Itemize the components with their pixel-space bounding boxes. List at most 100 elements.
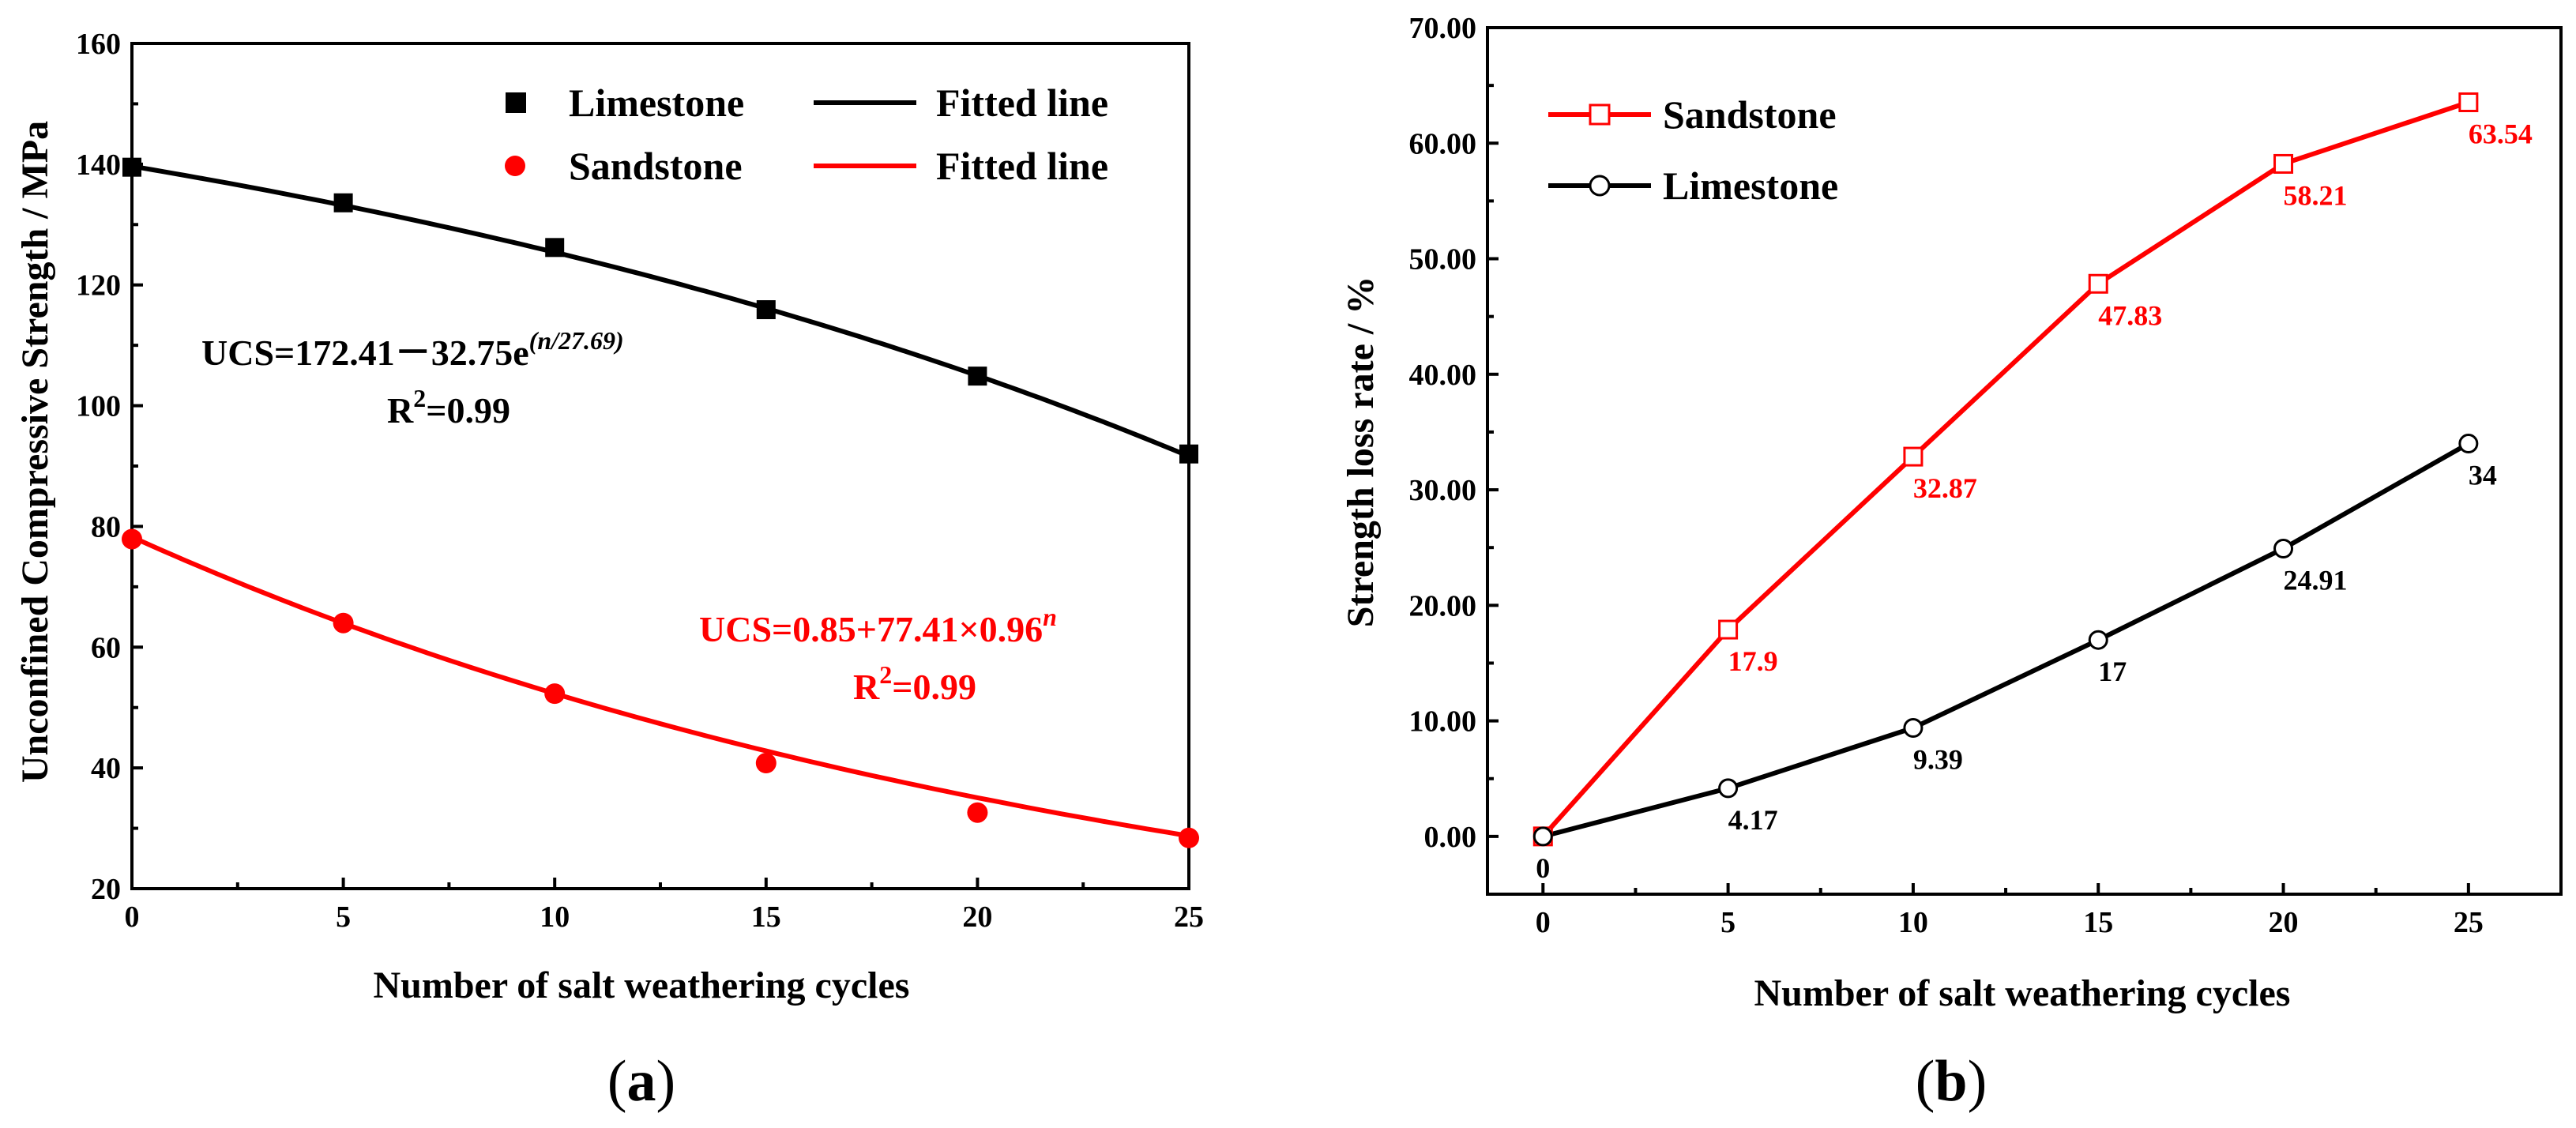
panel-a-caption: (a) xyxy=(607,1049,675,1114)
panel-b-plot-frame xyxy=(1486,26,2563,896)
sandstone-data-point xyxy=(544,683,566,705)
limestone-data-point xyxy=(1179,444,1198,464)
panel-b-y-tick-label: 70.00 xyxy=(1409,12,1477,45)
limestone-data-label: 9.39 xyxy=(1913,744,1963,776)
panel-a-legend: Limestone Fitted line Sandstone Fitted l… xyxy=(505,81,1108,188)
panel-b-x-tick-label: 15 xyxy=(2083,906,2113,939)
panel-b-y-tick-label: 30.00 xyxy=(1409,474,1477,507)
panel-b-y-tick-label: 50.00 xyxy=(1409,243,1477,276)
limestone-loss-point xyxy=(1532,826,1553,847)
sandstone-data-label: 32.87 xyxy=(1913,472,1977,504)
panel-a-x-tick-label: 0 xyxy=(125,901,140,934)
panel-a-y-tick-label: 140 xyxy=(76,149,121,182)
limestone-data-label: 0 xyxy=(1536,852,1550,884)
panel-a-data-points xyxy=(122,157,1199,848)
sandstone-data-point xyxy=(122,528,142,550)
panel-a-y-tick-label: 160 xyxy=(76,28,121,61)
sandstone-loss-line xyxy=(1541,100,2469,838)
panel-a-y-axis-label: Unconfined Compressive Strength / MPa xyxy=(14,121,56,783)
legend-b-sandstone-label: Sandstone xyxy=(1663,92,1837,137)
panel-b-x-tick-label: 25 xyxy=(2454,906,2484,939)
panel-b-y-axis-label: Strength loss rate / % xyxy=(1340,276,1382,627)
panel-b-y-tick-label: 0.00 xyxy=(1424,821,1477,854)
panel-a-x-tick-label: 10 xyxy=(540,901,570,934)
limestone-loss-point xyxy=(2088,630,2108,650)
panel-b-y-tick-label: 20.00 xyxy=(1409,589,1477,622)
panel-b-tick-labels: 0 5 10 15 20 25 0.00 10.00 20.00 30.00 40.00 50.00 6… xyxy=(1409,12,2484,939)
panel-a-fitted-lines xyxy=(130,164,1190,839)
sandstone-loss-point xyxy=(2088,273,2108,294)
limestone-loss-point xyxy=(2458,434,2479,454)
legend-fit2-label: Fitted line xyxy=(936,144,1108,188)
limestone-loss-line xyxy=(1542,441,2470,839)
panel-b-series-lines xyxy=(1541,100,2470,839)
legend-fit1-label: Fitted line xyxy=(936,81,1108,125)
sandstone-data-point xyxy=(967,802,988,823)
legend-sandstone-marker xyxy=(505,156,525,176)
panel-a-x-tick-label: 5 xyxy=(336,901,351,934)
panel-a-x-tick-label: 15 xyxy=(751,901,781,934)
sandstone-data-label: 17.9 xyxy=(1728,645,1778,677)
panel-a-y-tick-label: 20 xyxy=(91,873,121,906)
panel-a-y-tick-label: 40 xyxy=(91,752,121,785)
sandstone-loss-point xyxy=(2273,153,2294,174)
sandstone-data-label: 63.54 xyxy=(2469,118,2533,149)
panel-b-strength-loss-chart: 0 5 10 15 20 25 0.00 10.00 20.00 30.00 40.00 50.00 6… xyxy=(1340,12,2563,1114)
sandstone-fit-r2: R2=0.99 xyxy=(853,660,976,707)
panel-a-y-tick-label: 100 xyxy=(76,390,121,423)
limestone-fitted-line xyxy=(131,164,1190,459)
panel-b-legend: Sandstone Limestone xyxy=(1548,92,1838,208)
limestone-fit-equation: UCS=172.41－32.75e(n/27.69) xyxy=(201,326,624,373)
sandstone-fitted-line xyxy=(130,534,1190,839)
legend-b-limestone-label: Limestone xyxy=(1663,164,1838,208)
limestone-fit-r2: R2=0.99 xyxy=(387,384,510,431)
panel-a-y-tick-label: 60 xyxy=(91,631,121,664)
sandstone-data-point xyxy=(1179,827,1199,848)
limestone-data-point xyxy=(968,367,987,386)
sandstone-fit-equation: UCS=0.85+77.41×0.96n xyxy=(699,603,1057,649)
limestone-data-label: 17 xyxy=(2098,656,2127,687)
legend-b-limestone-marker xyxy=(1589,175,1611,197)
panel-b-y-tick-label: 40.00 xyxy=(1409,359,1477,392)
limestone-data-point xyxy=(122,157,141,177)
legend-sandstone-label: Sandstone xyxy=(569,144,743,188)
panel-a-tick-labels: 0 5 10 15 20 25 20 40 60 80 100 120 140 160 xyxy=(76,28,1204,934)
panel-b-x-tick-label: 0 xyxy=(1536,906,1551,939)
limestone-data-label: 34 xyxy=(2469,460,2497,491)
panel-a-x-tick-label: 25 xyxy=(1174,901,1204,934)
legend-limestone-label: Limestone xyxy=(569,81,744,125)
panel-b-x-tick-label: 20 xyxy=(2269,906,2299,939)
legend-b-sandstone-marker xyxy=(1589,103,1611,126)
sandstone-loss-point xyxy=(2458,92,2479,112)
limestone-data-label: 24.91 xyxy=(2284,565,2348,596)
sandstone-data-label: 47.83 xyxy=(2098,299,2162,331)
panel-a-uc-strength-chart: 0 5 10 15 20 25 20 40 60 80 100 120 140 160 Number of… xyxy=(14,28,1204,1114)
panel-b-caption: (b) xyxy=(1916,1049,1987,1114)
panel-b-x-tick-label: 5 xyxy=(1720,906,1736,939)
sandstone-data-label: 58.21 xyxy=(2284,179,2348,211)
sandstone-loss-point xyxy=(1718,619,1739,640)
sandstone-data-point xyxy=(755,753,777,774)
limestone-data-label: 4.17 xyxy=(1728,804,1778,836)
limestone-loss-point xyxy=(1718,778,1739,799)
panel-b-x-axis-label: Number of salt weathering cycles xyxy=(1754,972,2291,1014)
panel-a-x-axis-label: Number of salt weathering cycles xyxy=(374,964,910,1006)
sandstone-data-point xyxy=(333,612,354,634)
panel-a-x-tick-label: 20 xyxy=(962,901,992,934)
limestone-loss-point xyxy=(1903,718,1924,739)
limestone-data-point xyxy=(545,238,565,258)
panel-a-y-tick-label: 80 xyxy=(91,510,121,543)
panel-b-y-tick-label: 60.00 xyxy=(1409,127,1477,160)
panel-b-axes xyxy=(1486,26,2563,896)
legend-limestone-marker xyxy=(506,92,526,113)
panel-b-y-tick-label: 10.00 xyxy=(1409,705,1477,739)
panel-b-x-tick-label: 10 xyxy=(1898,906,1928,939)
limestone-data-point xyxy=(333,193,353,212)
panel-a-y-tick-label: 120 xyxy=(76,269,121,303)
sandstone-loss-point xyxy=(1903,446,1924,467)
limestone-data-point xyxy=(756,300,776,320)
panel-b-data-points xyxy=(1532,92,2479,847)
panel-b-data-labels: 17.9 32.87 47.83 58.21 63.54 0 4.17 9.39 17 24.91… xyxy=(1536,118,2533,883)
limestone-loss-point xyxy=(2273,539,2294,559)
